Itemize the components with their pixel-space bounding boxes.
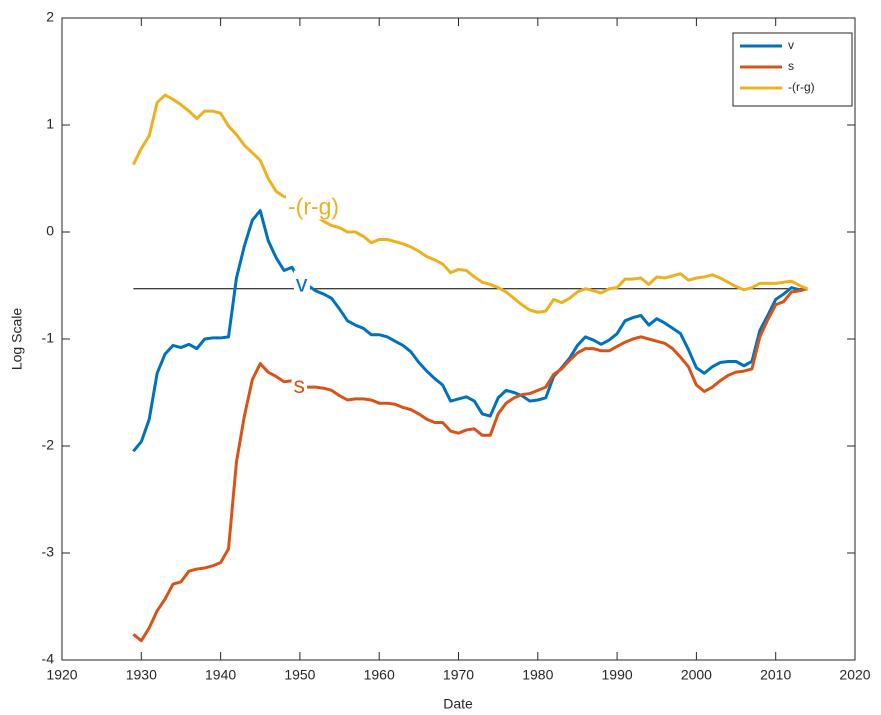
series-line bbox=[132, 287, 808, 643]
x-tick-label: 1930 bbox=[126, 667, 157, 683]
plot-area bbox=[62, 18, 855, 660]
y-tick-label: -3 bbox=[42, 544, 55, 560]
y-tick-label: -1 bbox=[42, 330, 55, 346]
x-tick-label: 1920 bbox=[46, 667, 77, 683]
series-line bbox=[132, 93, 808, 314]
x-tick-label: 1960 bbox=[364, 667, 395, 683]
annotation-background bbox=[291, 372, 308, 399]
x-tick-label: 2010 bbox=[760, 667, 791, 683]
annotation-background bbox=[293, 270, 310, 297]
x-tick-label: 1940 bbox=[205, 667, 236, 683]
x-tick-label: 2020 bbox=[839, 667, 870, 683]
y-tick-label: -2 bbox=[42, 437, 55, 453]
annotation-background bbox=[286, 193, 342, 220]
legend-label: -(r-g) bbox=[788, 80, 815, 94]
y-tick-label: -4 bbox=[42, 651, 55, 667]
y-axis-label: Log Scale bbox=[9, 308, 25, 370]
annotation: -(r-g) bbox=[288, 194, 339, 220]
x-tick-label: 1970 bbox=[443, 667, 474, 683]
annotation: s bbox=[294, 372, 306, 398]
plot-frame bbox=[61, 17, 856, 661]
x-tick-label: 1950 bbox=[284, 667, 315, 683]
legend-label: s bbox=[788, 59, 794, 73]
y-tick-label: 0 bbox=[46, 223, 54, 239]
x-tick-label: 1990 bbox=[602, 667, 633, 683]
x-tick-label: 2000 bbox=[681, 667, 712, 683]
y-tick-label: 2 bbox=[46, 9, 54, 25]
series-line bbox=[132, 209, 808, 453]
annotation: v bbox=[296, 271, 308, 297]
x-axis-label: Date bbox=[443, 696, 473, 712]
x-tick-label: 1980 bbox=[522, 667, 553, 683]
y-tick-label: 1 bbox=[46, 116, 54, 132]
legend-label: v bbox=[788, 38, 794, 52]
